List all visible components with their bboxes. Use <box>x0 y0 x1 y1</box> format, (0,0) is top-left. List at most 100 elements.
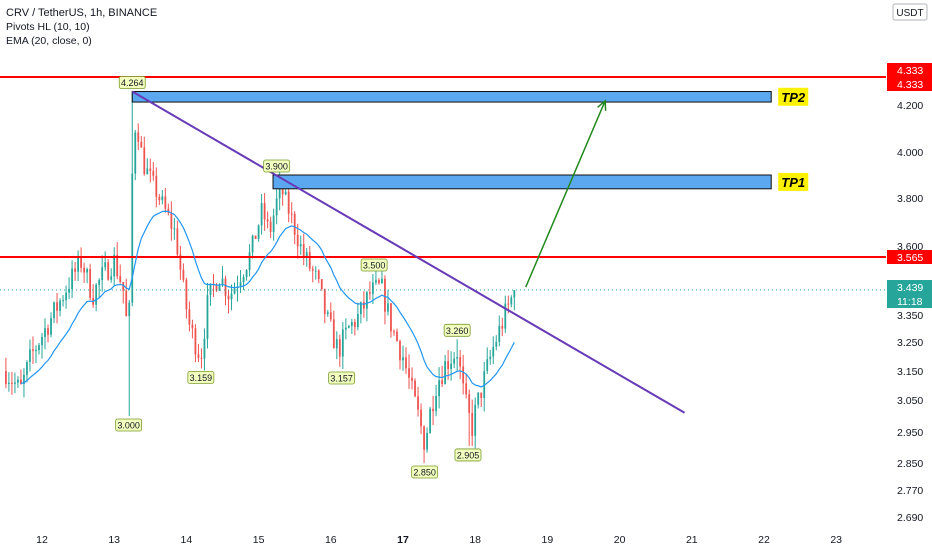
candle <box>338 334 341 367</box>
candle-body <box>471 413 474 436</box>
candle <box>504 295 507 333</box>
candle <box>203 328 206 371</box>
candle <box>308 245 311 272</box>
indicator-ema-label[interactable]: EMA (20, close, 0) <box>6 35 92 47</box>
pivot-label: 2.850 <box>413 468 436 478</box>
candle <box>29 339 31 372</box>
candle <box>384 275 386 325</box>
x-tick-label: 21 <box>686 534 698 546</box>
candle <box>477 392 480 409</box>
candle-body <box>396 331 398 341</box>
candle <box>92 284 95 308</box>
candle <box>179 245 182 280</box>
candle <box>444 354 447 385</box>
candle-body <box>275 198 278 216</box>
candle-body <box>110 276 113 280</box>
candle-body <box>269 221 272 232</box>
candle <box>501 317 504 337</box>
price-label-box <box>887 63 932 77</box>
y-tick-label: 3.050 <box>897 395 923 407</box>
pivot-low: 2.905 <box>454 448 482 462</box>
candle-body <box>14 382 16 384</box>
candle-body <box>101 267 104 280</box>
candle <box>438 367 440 409</box>
pivot-badge <box>411 465 439 479</box>
candle <box>26 360 28 383</box>
pivot-low: 2.850 <box>411 465 439 479</box>
candle <box>263 193 266 231</box>
candle-body <box>59 300 61 311</box>
candle-body <box>23 374 25 384</box>
badge-tp1 <box>778 172 809 191</box>
candle-body <box>122 282 125 291</box>
candle <box>137 123 140 151</box>
currency-label: USDT <box>896 8 923 19</box>
pivot-badge <box>187 370 215 384</box>
candle <box>86 267 89 284</box>
candle <box>152 162 155 181</box>
candle <box>164 187 167 213</box>
candle <box>378 278 380 285</box>
price-label-box <box>887 294 932 308</box>
candle <box>113 247 116 286</box>
candle-body <box>65 292 67 301</box>
candle <box>402 345 404 371</box>
candle-body <box>492 346 495 357</box>
candle <box>326 309 329 317</box>
candle-body <box>362 302 365 309</box>
candle <box>98 278 101 298</box>
candle-body <box>143 147 146 175</box>
candle <box>483 361 486 412</box>
candle <box>498 315 501 347</box>
pivot-label: 3.159 <box>190 373 213 383</box>
candle-body <box>287 191 290 214</box>
candle <box>366 290 368 322</box>
y-tick-label: 3.150 <box>897 366 923 378</box>
symbol-title[interactable]: CRV / TetherUS, 1h, BINANCE <box>6 7 158 19</box>
candle <box>125 278 128 317</box>
candle-body <box>257 225 260 239</box>
candle-body <box>278 181 281 199</box>
candle-body <box>104 262 107 268</box>
candle <box>245 269 248 281</box>
time-axis[interactable]: 12 13 14 15 16 17 18 19 20 21 22 23 <box>36 534 842 546</box>
candle <box>230 284 233 311</box>
candle <box>441 365 444 388</box>
candle <box>459 349 462 380</box>
label-tp1: TP1 <box>781 175 805 190</box>
candle <box>107 258 110 281</box>
candle <box>110 268 113 283</box>
ema-line <box>20 210 515 388</box>
candle <box>390 302 392 338</box>
candle <box>62 295 64 307</box>
candle-body <box>194 328 197 355</box>
candle-body <box>477 392 480 405</box>
candle-body <box>411 377 413 381</box>
candle <box>200 348 203 369</box>
candle-body <box>402 357 404 361</box>
candle <box>432 395 434 426</box>
candle-body <box>372 282 374 294</box>
candle <box>251 234 254 259</box>
candle-body <box>486 359 489 372</box>
candle-body <box>272 215 275 232</box>
price-axis[interactable]: USDT4.2004.0003.8003.6003.3503.2503.1503… <box>886 0 932 550</box>
indicator-pivots-label[interactable]: Pivots HL (10, 10) <box>6 21 90 33</box>
candle-body <box>11 382 13 384</box>
label-tp2: TP2 <box>781 90 806 105</box>
candle <box>50 312 52 338</box>
candle-body <box>254 235 257 239</box>
candle-body <box>284 191 287 195</box>
price-label-box <box>887 77 932 91</box>
candle-body <box>29 349 31 363</box>
candle <box>128 299 131 416</box>
candle-body <box>83 267 86 273</box>
candle-body <box>501 325 504 329</box>
candle-body <box>107 262 110 280</box>
candle-body <box>50 318 52 335</box>
candles-layer <box>5 91 516 463</box>
candle <box>116 242 119 280</box>
candle-body <box>429 408 431 433</box>
pivot-label: 3.260 <box>446 326 469 336</box>
